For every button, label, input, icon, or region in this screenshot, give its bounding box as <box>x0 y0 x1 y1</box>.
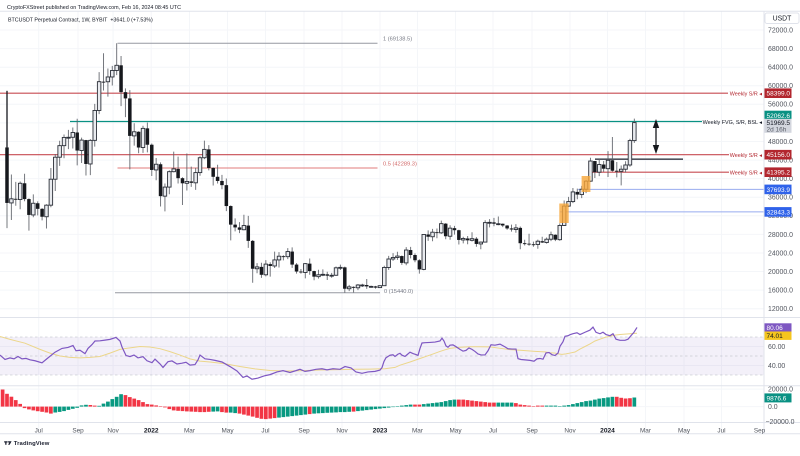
svg-text:Weekly S/R ◂: Weekly S/R ◂ <box>730 92 763 98</box>
svg-text:May: May <box>449 427 462 434</box>
svg-text:40.00: 40.00 <box>768 363 785 370</box>
svg-text:2022: 2022 <box>144 427 159 434</box>
svg-text:74.01: 74.01 <box>767 333 784 340</box>
svg-text:Jul: Jul <box>261 427 269 434</box>
svg-text:9876.6: 9876.6 <box>767 395 787 402</box>
svg-text:48000.0: 48000.0 <box>768 139 793 146</box>
svg-text:BTCUSDT Perpetual Contract, 1W: BTCUSDT Perpetual Contract, 1W, BYBIT +3… <box>8 18 153 24</box>
svg-text:20000.0: 20000.0 <box>768 269 793 276</box>
svg-text:Nov: Nov <box>336 427 348 434</box>
svg-text:60000.0: 60000.0 <box>768 83 793 90</box>
svg-text:Sep: Sep <box>526 427 538 434</box>
svg-text:−20000.0: −20000.0 <box>766 419 795 426</box>
svg-text:May: May <box>678 427 691 434</box>
svg-text:2024: 2024 <box>600 427 615 434</box>
svg-text:56000.0: 56000.0 <box>768 102 793 109</box>
svg-text:32843.3: 32843.3 <box>767 209 791 216</box>
svg-text:Jul: Jul <box>489 427 497 434</box>
svg-text:16000.0: 16000.0 <box>768 288 793 295</box>
svg-text:37693.9: 37693.9 <box>767 187 791 194</box>
svg-text:41395.2: 41395.2 <box>767 170 791 177</box>
svg-text:0.5 (42289.3): 0.5 (42289.3) <box>383 162 417 168</box>
svg-text:May: May <box>221 427 234 434</box>
svg-text:Nov: Nov <box>564 427 576 434</box>
svg-text:80.06: 80.06 <box>767 325 784 332</box>
svg-text:44000.0: 44000.0 <box>768 158 793 165</box>
svg-text:Sep: Sep <box>72 427 84 434</box>
svg-text:64000.0: 64000.0 <box>768 65 793 72</box>
svg-text:Mar: Mar <box>640 427 652 434</box>
svg-text:0 (15440.0): 0 (15440.0) <box>384 289 413 295</box>
svg-text:51969.5: 51969.5 <box>767 120 791 127</box>
svg-text:Jul: Jul <box>717 427 725 434</box>
svg-text:0.0: 0.0 <box>768 404 778 411</box>
svg-text:20000.0: 20000.0 <box>768 387 793 394</box>
svg-text:2d 16h: 2d 16h <box>767 127 787 134</box>
svg-text:Mar: Mar <box>184 427 196 434</box>
svg-text:36000.0: 36000.0 <box>768 195 793 202</box>
svg-text:Jul: Jul <box>35 427 43 434</box>
svg-text:40000.0: 40000.0 <box>768 176 793 183</box>
svg-text:USDT: USDT <box>773 16 793 23</box>
svg-text:Weekly S/R ◂: Weekly S/R ◂ <box>730 153 763 159</box>
svg-text:72000.0: 72000.0 <box>768 27 793 34</box>
svg-text:Weekly FVG, S/R, BSL ◂: Weekly FVG, S/R, BSL ◂ <box>703 120 763 126</box>
svg-text:52062.6: 52062.6 <box>767 113 791 120</box>
svg-text:Weekly S/R ◂: Weekly S/R ◂ <box>730 171 763 177</box>
svg-text:68000.0: 68000.0 <box>768 46 793 53</box>
svg-text:2023: 2023 <box>373 427 388 434</box>
svg-text:Nov: Nov <box>107 427 119 434</box>
svg-text:60.00: 60.00 <box>768 344 785 351</box>
svg-text:CryptoFXStreet published on Tr: CryptoFXStreet published on TradingView.… <box>7 5 181 11</box>
svg-text:28000.0: 28000.0 <box>768 232 793 239</box>
svg-text:Sep: Sep <box>298 427 310 434</box>
svg-text:Mar: Mar <box>412 427 424 434</box>
svg-text:45156.0: 45156.0 <box>767 152 791 159</box>
svg-text:Sep: Sep <box>754 427 766 434</box>
svg-text:TradingView: TradingView <box>14 441 50 447</box>
svg-text:24000.0: 24000.0 <box>768 250 793 257</box>
svg-text:12000.0: 12000.0 <box>768 306 793 313</box>
svg-text:1 (69138.5): 1 (69138.5) <box>383 36 412 42</box>
svg-text:58399.0: 58399.0 <box>767 91 791 98</box>
